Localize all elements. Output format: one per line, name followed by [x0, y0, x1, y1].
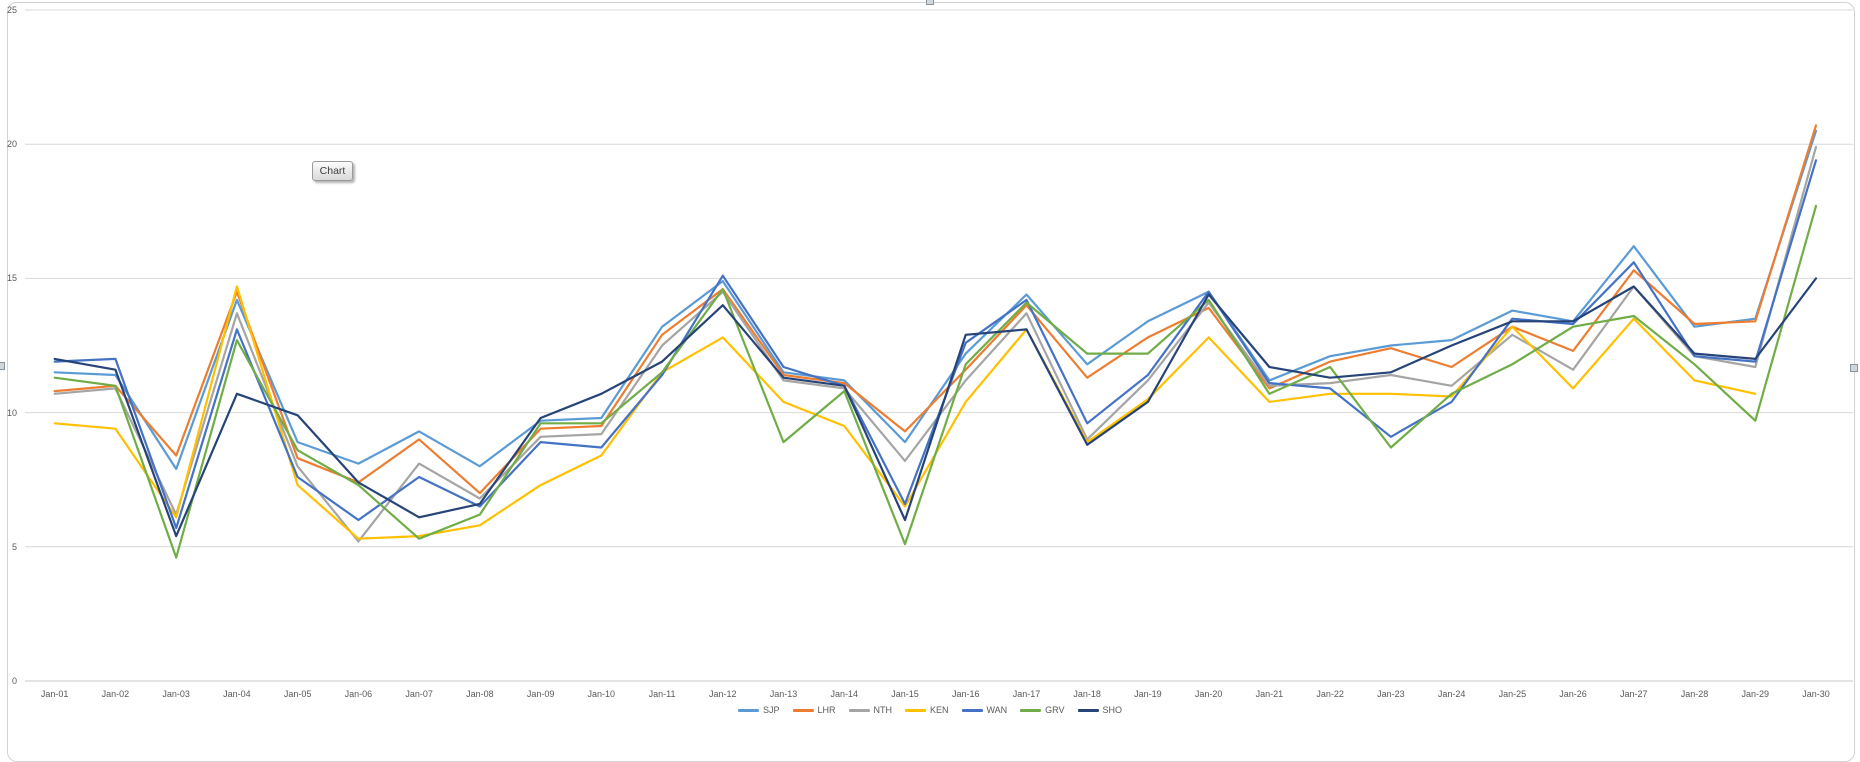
x-tick-label-Jan-19: Jan-19 — [1134, 689, 1162, 699]
y-tick-label-0: 0 — [11, 676, 17, 686]
legend-swatch-SHO — [1077, 708, 1099, 712]
legend-swatch-WAN — [961, 708, 983, 712]
legend-swatch-LHR — [792, 708, 814, 712]
y-tick-label-15: 15 — [6, 273, 17, 284]
legend-item-NTH[interactable]: NTH — [848, 705, 892, 715]
x-tick-label-Jan-06: Jan-06 — [344, 689, 373, 699]
legend-item-WAN[interactable]: WAN — [961, 705, 1008, 715]
x-tick-label-Jan-09: Jan-09 — [526, 689, 555, 699]
legend-item-SJP[interactable]: SJP — [737, 705, 780, 715]
legend-label-WAN: WAN — [986, 705, 1008, 715]
legend-label-NTH: NTH — [873, 705, 892, 715]
x-tick-label-Jan-22: Jan-22 — [1316, 689, 1344, 699]
series-line-NTH[interactable] — [53, 145, 1818, 543]
x-tick-label-Jan-03: Jan-03 — [162, 689, 190, 699]
x-tick-label-Jan-29: Jan-29 — [1741, 689, 1770, 699]
x-tick-label-Jan-20: Jan-20 — [1194, 689, 1223, 699]
x-tick-label-Jan-16: Jan-16 — [951, 689, 980, 699]
series-line-GRV[interactable] — [53, 204, 1818, 559]
legend-swatch-SJP — [737, 708, 759, 712]
chart-legend[interactable]: SJP LHR NTH KEN WAN GRV SHO — [737, 705, 1123, 715]
x-tick-label-Jan-08: Jan-08 — [466, 689, 494, 699]
selection-handle-left[interactable] — [0, 362, 5, 370]
x-tick-label-Jan-04: Jan-04 — [223, 689, 251, 699]
x-tick-label-Jan-17: Jan-17 — [1012, 689, 1041, 699]
x-tick-label-Jan-23: Jan-23 — [1377, 689, 1405, 699]
legend-swatch-NTH — [848, 708, 870, 712]
legend-item-KEN[interactable]: KEN — [904, 705, 949, 715]
x-tick-label-Jan-13: Jan-13 — [769, 689, 798, 699]
x-tick-label-Jan-24: Jan-24 — [1437, 689, 1466, 699]
x-tick-label-Jan-21: Jan-21 — [1255, 689, 1284, 699]
y-tick-label-25: 25 — [6, 5, 17, 15]
x-tick-label-Jan-05: Jan-05 — [283, 689, 312, 699]
chart-button[interactable]: Chart — [312, 161, 353, 181]
x-tick-label-Jan-12: Jan-12 — [709, 689, 737, 699]
y-tick-label-20: 20 — [6, 139, 17, 150]
legend-item-LHR[interactable]: LHR — [792, 705, 835, 715]
x-tick-label-Jan-26: Jan-26 — [1559, 689, 1587, 699]
x-tick-label-Jan-02: Jan-02 — [101, 689, 130, 699]
x-tick-label-Jan-27: Jan-27 — [1620, 689, 1648, 699]
x-tick-label-Jan-18: Jan-18 — [1073, 689, 1101, 699]
legend-swatch-GRV — [1020, 708, 1042, 712]
legend-label-KEN: KEN — [929, 705, 949, 715]
selection-handle-right[interactable] — [1850, 364, 1858, 372]
legend-label-GRV: GRV — [1045, 705, 1065, 715]
x-tick-label-Jan-15: Jan-15 — [891, 689, 919, 699]
series-line-WAN[interactable] — [53, 159, 1818, 530]
series-line-SHO[interactable] — [53, 277, 1818, 538]
legend-item-SHO[interactable]: SHO — [1077, 705, 1123, 715]
x-tick-label-Jan-07: Jan-07 — [405, 689, 433, 699]
series-line-SJP[interactable] — [53, 129, 1818, 471]
legend-item-GRV[interactable]: GRV — [1020, 705, 1065, 715]
x-tick-label-Jan-10: Jan-10 — [587, 689, 616, 699]
chart-object-frame[interactable] — [7, 2, 1855, 762]
x-tick-label-Jan-28: Jan-28 — [1680, 689, 1709, 699]
legend-label-LHR: LHR — [817, 705, 836, 715]
legend-swatch-KEN — [904, 708, 926, 712]
legend-label-SJP: SJP — [762, 705, 780, 715]
y-tick-label-5: 5 — [11, 541, 17, 552]
x-tick-label-Jan-25: Jan-25 — [1498, 689, 1527, 699]
x-tick-label-Jan-01: Jan-01 — [40, 689, 69, 699]
x-tick-label-Jan-11: Jan-11 — [648, 689, 676, 699]
selection-handle-top[interactable] — [926, 0, 934, 5]
legend-label-SHO: SHO — [1102, 705, 1123, 715]
y-tick-label-10: 10 — [6, 407, 17, 418]
chart-button-label: Chart — [319, 165, 346, 177]
x-tick-label-Jan-30: Jan-30 — [1802, 689, 1830, 699]
x-tick-label-Jan-14: Jan-14 — [830, 689, 859, 699]
line-chart[interactable] — [0, 0, 1860, 729]
